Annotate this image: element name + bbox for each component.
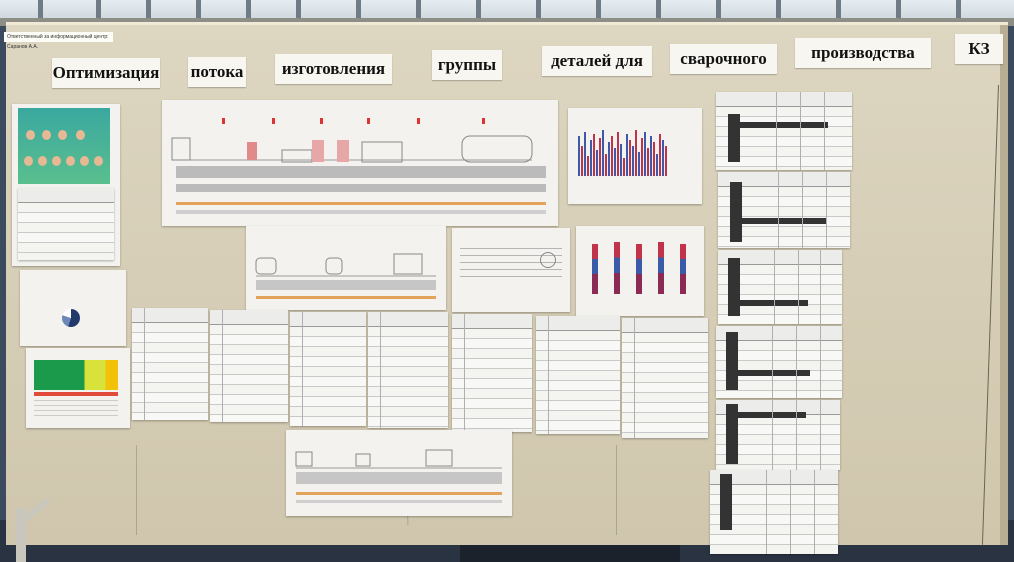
- gantt-table-5: [716, 400, 840, 470]
- pie-chart: [62, 309, 80, 327]
- value-stream-map-2: [246, 226, 446, 310]
- problem-table-4: [368, 312, 448, 428]
- gantt-table-1: [716, 92, 852, 170]
- bar-chart-2: [592, 238, 686, 294]
- value-stream-diagram: [171, 118, 546, 214]
- team-photo: [18, 108, 110, 184]
- title-word-7: производства: [795, 38, 931, 68]
- title-word-2: потока: [188, 57, 246, 87]
- board-frame: [1000, 25, 1008, 545]
- text-sheet: [452, 228, 570, 312]
- problem-table-7: [622, 318, 708, 438]
- responsible-tag: Ответственный за информационный центр: С…: [4, 32, 113, 50]
- gantt-table-6: [710, 470, 838, 554]
- team-table: [18, 188, 114, 260]
- bar-chart-1: [578, 128, 667, 176]
- problem-table-1: [132, 308, 208, 420]
- title-word-4: группы: [432, 50, 502, 80]
- problem-table-5: [452, 314, 532, 432]
- gantt-table-3: [718, 250, 842, 324]
- problem-table-3: [290, 312, 366, 426]
- title-word-1: Оптимизация: [52, 58, 160, 88]
- gantt-table-2: [718, 172, 850, 248]
- title-word-3: изготовления: [275, 54, 392, 84]
- title-word-8: КЗ: [955, 34, 1003, 64]
- title-word-6: сварочного: [670, 44, 777, 74]
- problem-table-2: [210, 310, 288, 422]
- problem-table-6: [536, 316, 620, 434]
- value-stream-diagram-3: [295, 449, 502, 503]
- value-stream-map: [162, 100, 558, 226]
- gantt-table-4: [716, 326, 842, 398]
- matrix-sheet: [26, 348, 130, 428]
- pie-chart-sheet: [20, 270, 126, 346]
- value-stream-diagram-2: [255, 253, 436, 299]
- value-stream-map-3: [286, 430, 512, 516]
- title-word-5: деталей для: [542, 46, 652, 76]
